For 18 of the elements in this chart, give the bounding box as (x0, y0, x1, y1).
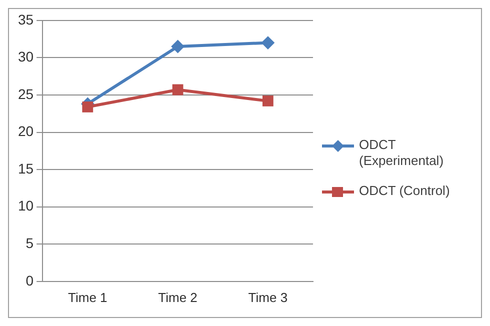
point (82, 101, 94, 112)
legend-label: ODCT (Control) (359, 183, 451, 199)
point (172, 84, 184, 96)
y-tick-label: 35 (18, 11, 34, 28)
y-tick-label: 30 (18, 48, 34, 65)
x-tick-label: Time 1 (68, 290, 108, 305)
point (262, 95, 274, 106)
y-tick-label: 5 (26, 234, 34, 251)
point (261, 36, 274, 50)
x-tick-label: Time 2 (158, 290, 198, 305)
legend-label: ODCT (Experimental) (359, 137, 445, 169)
y-tick-label: 20 (18, 123, 34, 140)
x-tick-label: Time 3 (248, 290, 288, 305)
y-tick-label: 0 (26, 272, 34, 288)
y-tick-label: 15 (18, 160, 34, 176)
point (171, 40, 184, 53)
y-tick-label: 25 (18, 86, 34, 102)
y-tick-label: 10 (18, 198, 34, 214)
